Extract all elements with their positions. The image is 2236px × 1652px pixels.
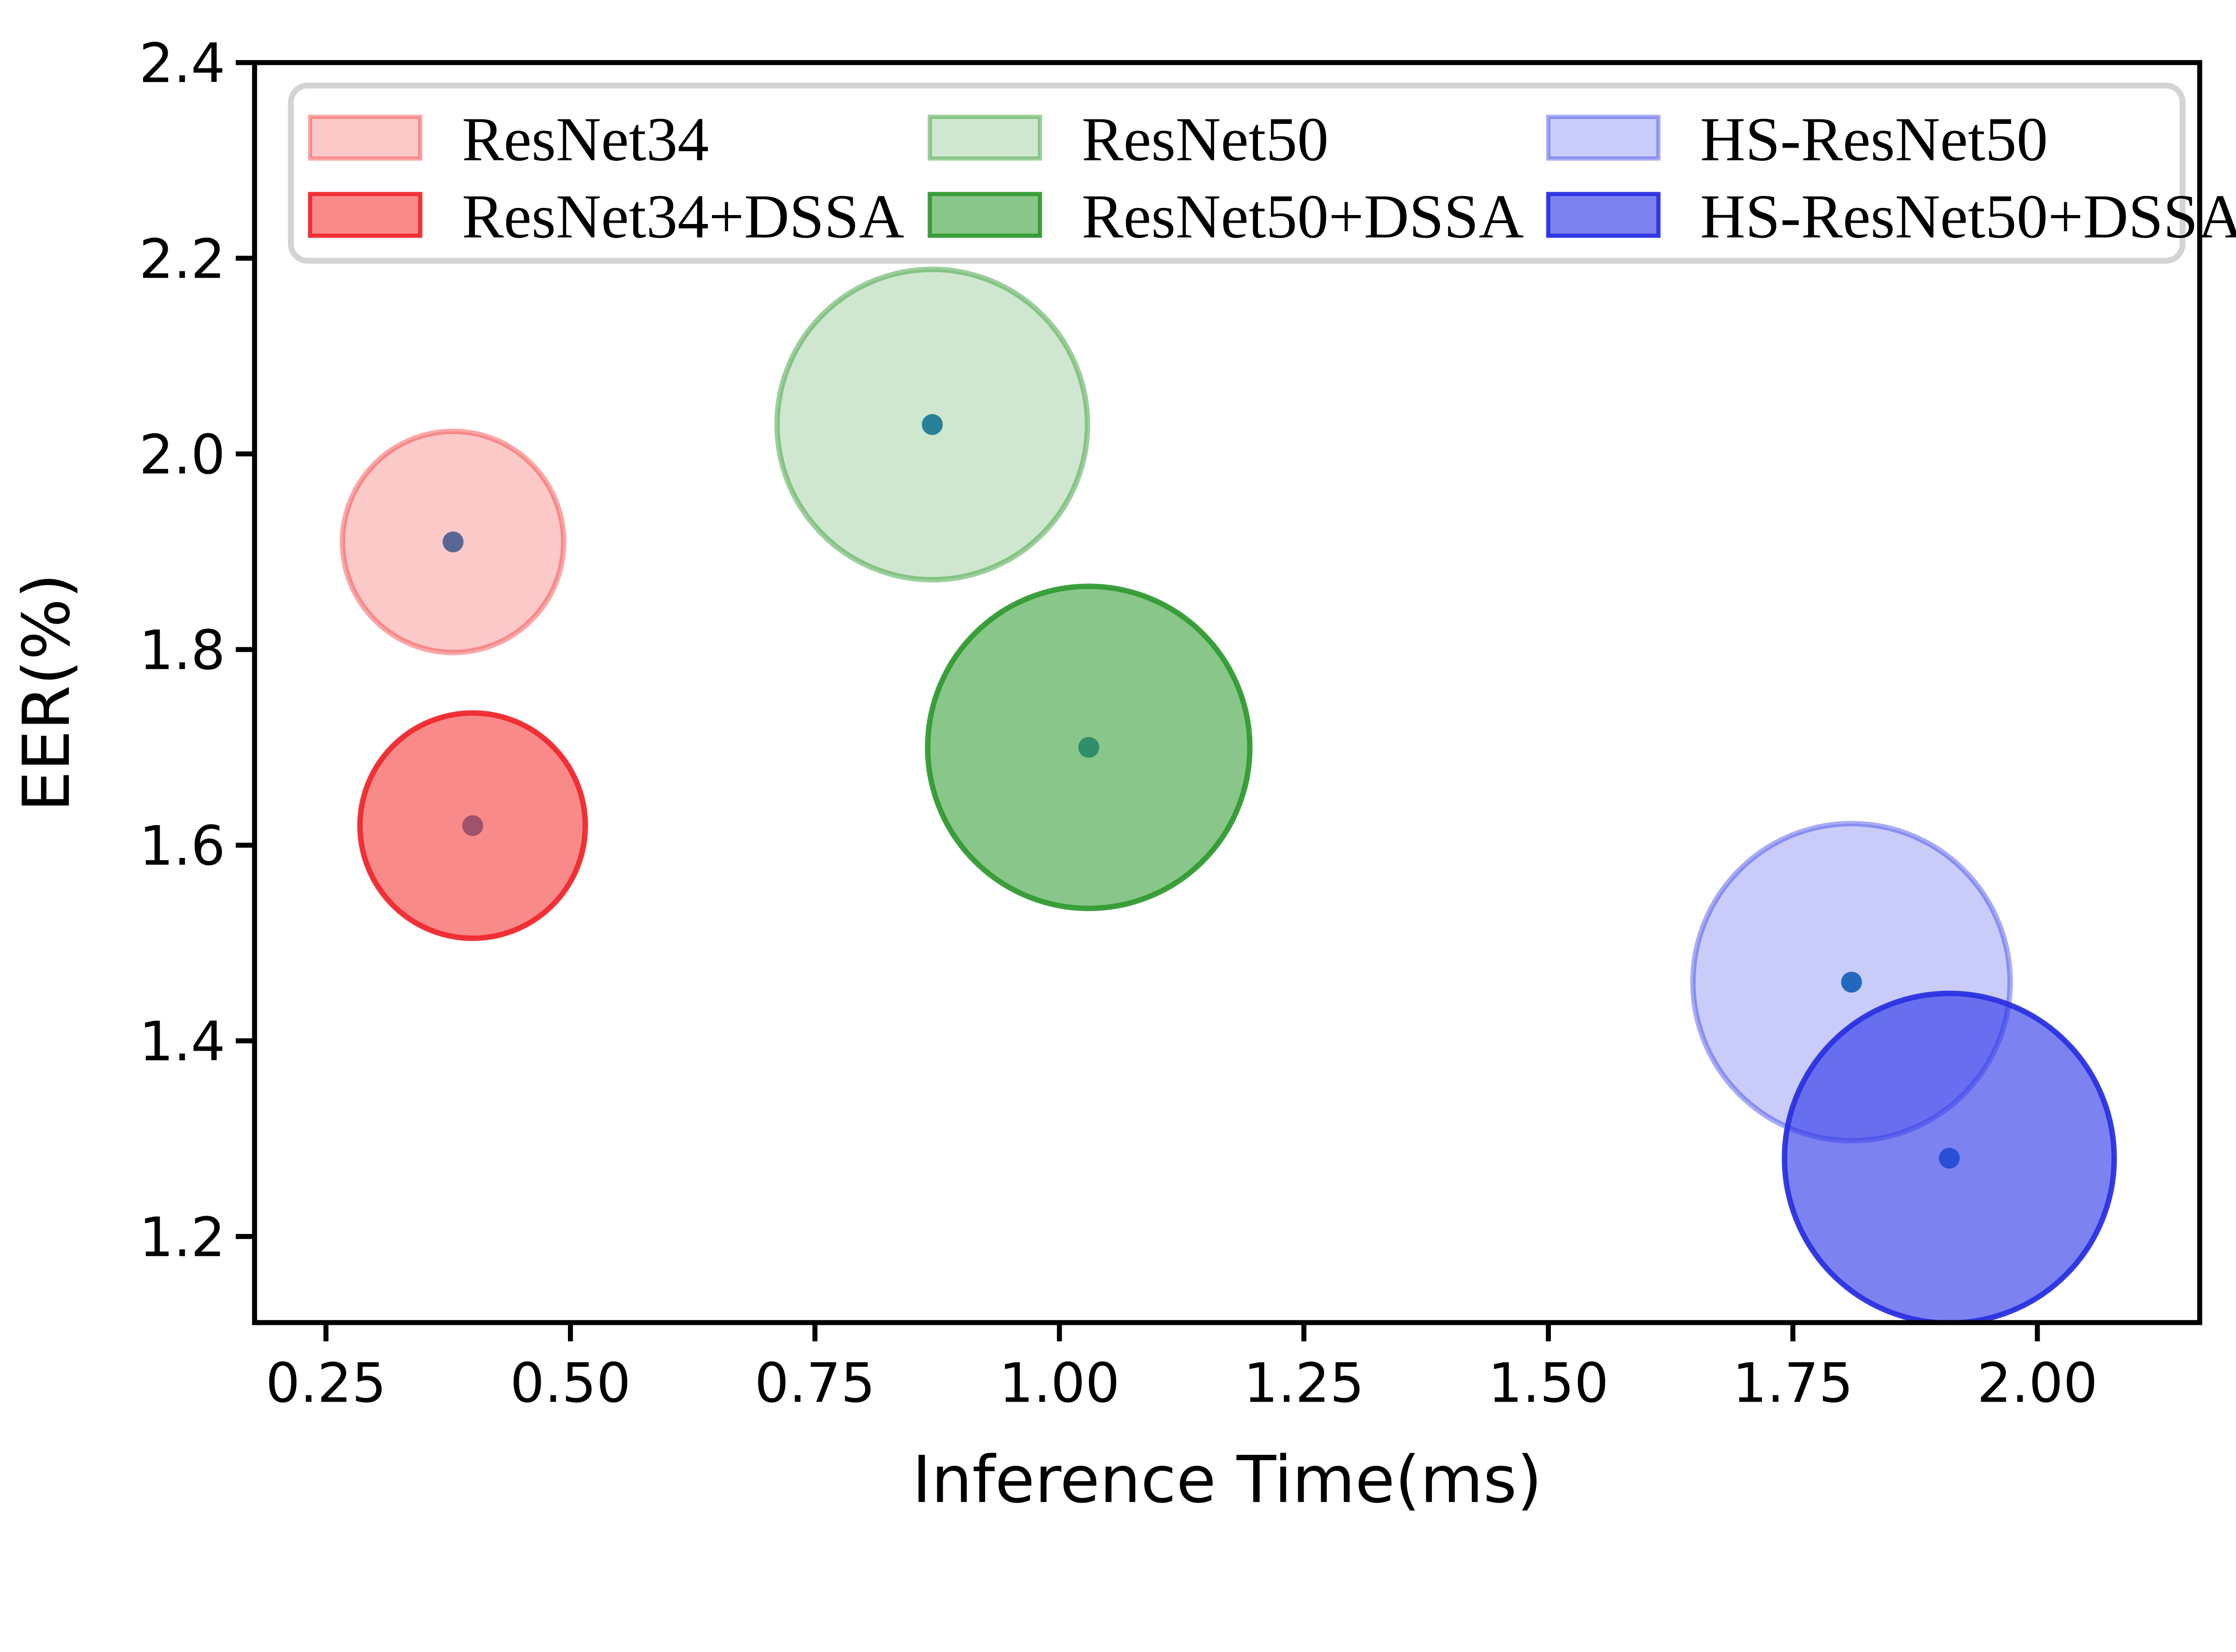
legend-entry-resnet50-dssa: ResNet50+DSSA: [927, 182, 1524, 251]
eer-vs-inference-time-chart: 0.25 0.50 0.75 1.00 1.25 1.50 1.75 2.001.21.41.…: [9, 31, 2236, 1518]
x-tick-label: 0.75: [754, 1351, 875, 1415]
legend-label-resnet50-dssa: ResNet50+DSSA: [1082, 182, 1524, 251]
plot-border: [252, 60, 2202, 1325]
bubble-resnet34-dssa: [357, 710, 588, 941]
legend-entry-hs-resnet50: HS-ResNet50: [1546, 105, 2048, 174]
bubble-circle-resnet50-dssa: [925, 583, 1253, 911]
y-tick-label: 2.2: [139, 227, 225, 291]
x-tick-label: 1.25: [1244, 1351, 1364, 1415]
y-tick-label: 1.8: [139, 618, 225, 682]
legend-entry-hs-resnet50-dssa: HS-ResNet50+DSSA: [1546, 182, 2236, 251]
x-axis: 0.25 0.50 0.75 1.00 1.25 1.50 1.75 2.00: [266, 1322, 2098, 1415]
y-axis: 1.2 1.4 1.6 1.8 2.0 2.2 2.4: [139, 32, 255, 1269]
legend-swatch-resnet34-dssa: [308, 192, 423, 238]
y-tick-label: 2.0: [139, 423, 225, 486]
legend-label-hs-resnet50-dssa: HS-ResNet50+DSSA: [1700, 182, 2236, 251]
legend-entry-resnet50: ResNet50: [927, 105, 1329, 174]
legend-label-resnet34: ResNet34: [462, 105, 709, 174]
x-axis-label: Inference Time(ms): [912, 1442, 1542, 1517]
y-axis-label: EER(%): [9, 573, 85, 812]
bubble-circle-resnet34: [339, 428, 567, 655]
legend-swatch-resnet50: [927, 114, 1042, 161]
legend-entry-resnet34-dssa: ResNet34+DSSA: [308, 182, 904, 251]
y-tick-label: 1.6: [139, 814, 225, 878]
legend-label-resnet50: ResNet50: [1082, 105, 1329, 174]
x-tick-label: 0.25: [266, 1351, 386, 1415]
legend-label-resnet34-dssa: ResNet34+DSSA: [462, 182, 904, 251]
center-dot-resnet34: [442, 531, 464, 553]
bubble-circle-resnet50: [774, 266, 1090, 583]
y-tick-label: 1.2: [139, 1205, 225, 1269]
legend-swatch-resnet34: [308, 114, 423, 161]
bubble-circle-hs-resnet50-dssa: [1782, 991, 2117, 1323]
bubble-chart-figure: 0.25 0.50 0.75 1.00 1.25 1.50 1.75 2.00 1.2 1.4 1.…: [9, 31, 2236, 1518]
bubble-circle-resnet34-dssa: [357, 710, 588, 941]
bubble-hs-resnet50-dssa: [1782, 991, 2117, 1323]
y-tick-label: 2.4: [139, 32, 225, 95]
center-dot-hs-resnet50: [1841, 972, 1862, 993]
center-dot-resnet50: [922, 414, 943, 435]
x-tick-label: 1.50: [1488, 1351, 1609, 1415]
x-tick-label: 2.00: [1977, 1351, 2098, 1415]
legend-swatch-hs-resnet50-dssa: [1546, 192, 1661, 238]
bubble-resnet34: [339, 428, 567, 655]
bubble-resnet50: [774, 266, 1090, 583]
y-tick-label: 1.4: [139, 1010, 225, 1073]
legend-swatch-hs-resnet50: [1546, 114, 1661, 161]
legend-entry-resnet34: ResNet34: [308, 105, 709, 174]
bubble-layer: [339, 266, 2117, 1323]
x-tick-label: 1.75: [1732, 1351, 1853, 1415]
x-tick-label: 0.50: [510, 1351, 631, 1415]
bubble-resnet50-dssa: [925, 583, 1253, 911]
legend-label-hs-resnet50: HS-ResNet50: [1700, 105, 2048, 174]
x-tick-label: 1.00: [999, 1351, 1120, 1415]
legend-swatch-resnet50-dssa: [927, 192, 1042, 238]
legend: ResNet34 ResNet34+DSSA ResNet50 ResNet50+DS…: [288, 82, 2236, 264]
legend-box: [288, 82, 2186, 264]
